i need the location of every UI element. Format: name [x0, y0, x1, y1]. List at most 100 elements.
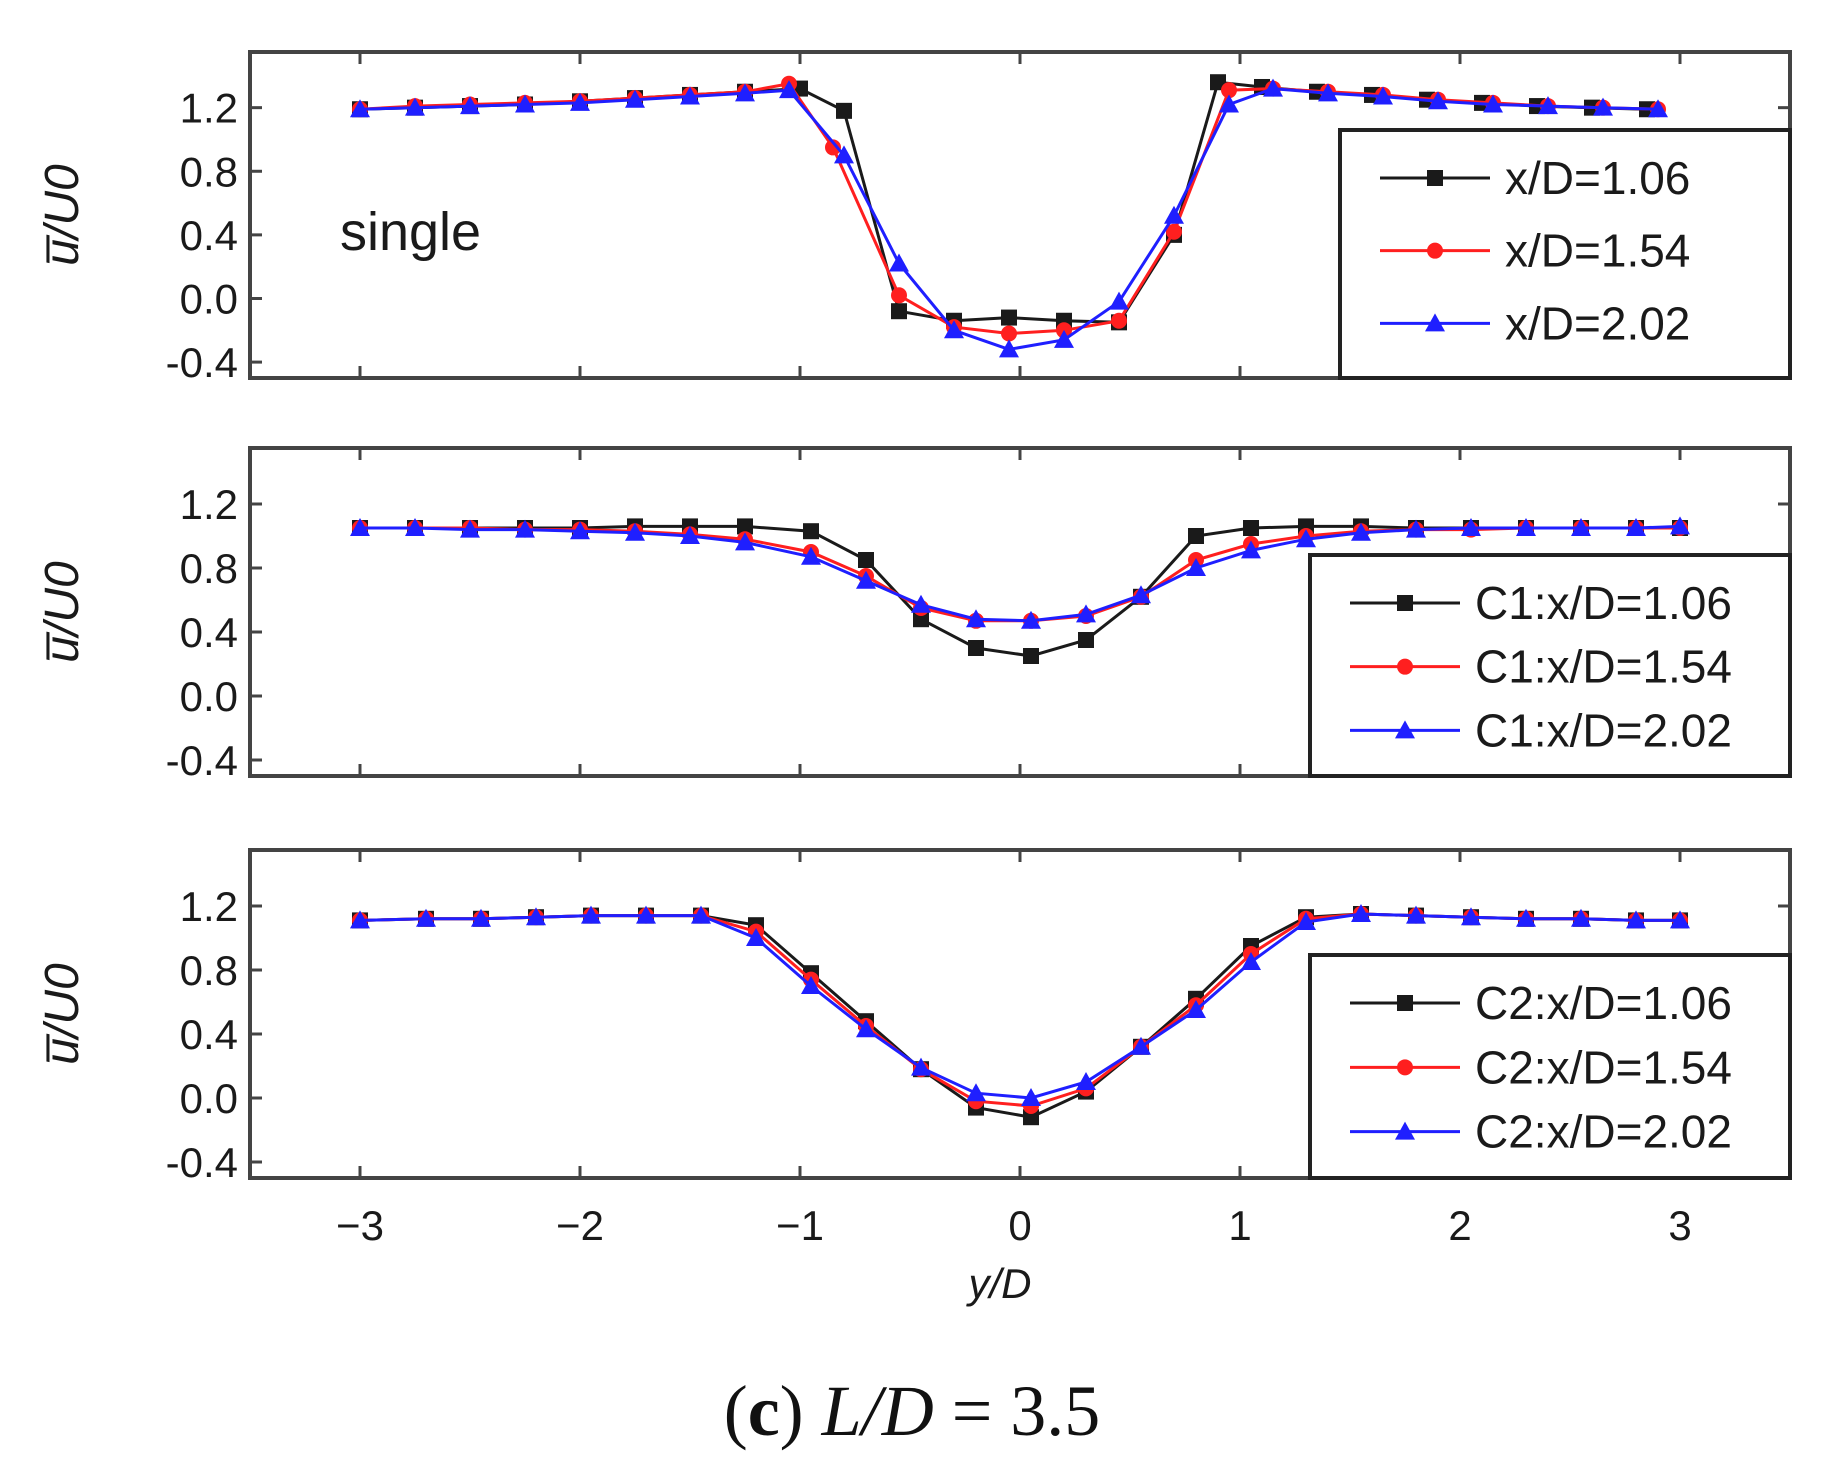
data-point [1516, 908, 1536, 927]
data-point [1109, 291, 1129, 310]
caption-rhs: = 3.5 [933, 1371, 1101, 1451]
legend-marker [1395, 720, 1415, 739]
data-point [460, 519, 480, 538]
legend-label: C2:x/D=2.02 [1475, 1106, 1732, 1158]
data-point [746, 928, 766, 946]
data-point [1626, 910, 1646, 929]
data-point [944, 320, 964, 339]
data-point [1221, 82, 1237, 99]
y-tick-label: 0.0 [180, 1075, 238, 1122]
data-point [350, 518, 370, 536]
data-point [1166, 223, 1182, 240]
caption-letter: c [747, 1371, 780, 1451]
data-point [1219, 94, 1239, 113]
panel-annotation: single [340, 202, 481, 262]
data-point [1670, 910, 1690, 929]
x-axis-label: y/D [966, 1260, 1032, 1307]
figure-caption: (c) L/D = 3.5 [0, 1370, 1824, 1453]
data-point [856, 1019, 876, 1038]
x-tick-label: 1 [1228, 1202, 1251, 1249]
data-point [825, 139, 841, 156]
caption-open-paren: ( [723, 1371, 748, 1451]
data-point [1461, 907, 1481, 926]
data-point [405, 97, 425, 116]
data-point [1001, 325, 1017, 342]
y-tick-label: 0.4 [180, 212, 238, 259]
data-point [1296, 912, 1316, 930]
legend-label: C1:x/D=2.02 [1475, 704, 1732, 756]
data-point [1243, 520, 1259, 536]
data-point [1023, 648, 1039, 664]
data-point [1131, 585, 1151, 604]
data-point [911, 594, 931, 613]
legend-marker [1427, 242, 1443, 259]
data-point [1210, 74, 1226, 91]
data-point [1241, 952, 1261, 970]
y-tick-label: 0.8 [180, 545, 238, 592]
data-point [1131, 1036, 1151, 1055]
legend-label: x/D=1.06 [1505, 152, 1690, 204]
data-point [1021, 610, 1041, 629]
data-point [1164, 205, 1184, 224]
data-point [1593, 97, 1613, 116]
y-axis-label: u̅/U0 [36, 963, 89, 1065]
data-point [1483, 94, 1503, 113]
legend-marker [1397, 658, 1413, 675]
caption-close-paren: ) [779, 1371, 804, 1451]
x-tick-label: 2 [1448, 1202, 1471, 1249]
data-point [1406, 519, 1426, 538]
data-point [1076, 604, 1096, 623]
data-point [1186, 1000, 1206, 1018]
legend-marker [1397, 595, 1413, 611]
x-tick-label: −3 [336, 1202, 384, 1249]
data-point [801, 546, 821, 565]
y-tick-label: 1.2 [180, 883, 238, 930]
data-point [515, 519, 535, 538]
legend-marker [1427, 170, 1443, 186]
data-point [416, 908, 436, 927]
data-point [570, 521, 590, 540]
y-tick-label: -0.4 [166, 737, 238, 784]
y-tick-label: 0.0 [180, 275, 238, 322]
data-point [735, 532, 755, 551]
legend-box [1338, 128, 1792, 380]
data-point [737, 518, 753, 535]
x-tick-label: −2 [556, 1202, 604, 1249]
data-point [1670, 516, 1690, 535]
data-point [1023, 1109, 1039, 1126]
data-point [1538, 96, 1558, 115]
data-point [801, 976, 821, 994]
y-tick-label: 0.0 [180, 673, 238, 720]
y-tick-label: -0.4 [166, 1139, 238, 1186]
y-axis-label: u̅/U0 [36, 561, 89, 663]
data-point [891, 303, 907, 320]
data-point [1188, 528, 1204, 544]
y-tick-label: 0.4 [180, 1011, 238, 1058]
data-point [1516, 518, 1536, 536]
legend-marker [1395, 1121, 1415, 1140]
data-point [680, 526, 700, 544]
data-point [1186, 558, 1206, 576]
data-point [968, 640, 984, 656]
data-point [856, 570, 876, 589]
chart-panel-2: 1.2 0.8 0.4 0.0 -0.4 u̅/U0 C1:x/D=1.06 C1:x/D=1… [36, 446, 1792, 784]
data-point [1054, 329, 1074, 348]
data-point [1428, 91, 1448, 110]
legend-label: x/D=1.54 [1505, 225, 1690, 277]
data-point [1373, 86, 1393, 105]
data-point [1076, 1072, 1096, 1090]
data-point [1263, 78, 1283, 97]
x-tick-label: −1 [776, 1202, 824, 1249]
data-point [1111, 312, 1127, 329]
y-axis-label: u̅/U0 [36, 164, 89, 266]
data-point [581, 905, 601, 924]
data-point [680, 86, 700, 105]
data-point [1571, 518, 1591, 536]
caption-lhs: L/D [821, 1371, 934, 1451]
y-tick-label: 0.4 [180, 609, 238, 656]
data-point [1021, 1088, 1041, 1106]
data-point [625, 522, 645, 541]
data-point [911, 1057, 931, 1076]
data-point [405, 518, 425, 536]
data-point [1406, 905, 1426, 924]
